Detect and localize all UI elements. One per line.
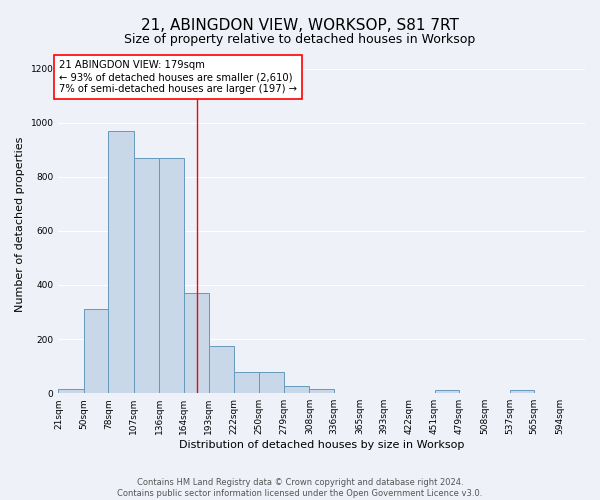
Bar: [234, 372, 259, 393]
Text: Size of property relative to detached houses in Worksop: Size of property relative to detached ho…: [124, 32, 476, 46]
Bar: [184, 293, 209, 393]
Bar: [284, 386, 310, 393]
Bar: [259, 372, 284, 393]
Bar: [434, 390, 459, 393]
Bar: [209, 346, 234, 393]
Bar: [510, 390, 534, 393]
Text: 21, ABINGDON VIEW, WORKSOP, S81 7RT: 21, ABINGDON VIEW, WORKSOP, S81 7RT: [141, 18, 459, 32]
Bar: [58, 389, 84, 393]
Y-axis label: Number of detached properties: Number of detached properties: [15, 136, 25, 312]
Bar: [134, 158, 159, 393]
Bar: [108, 131, 134, 393]
Text: 21 ABINGDON VIEW: 179sqm
← 93% of detached houses are smaller (2,610)
7% of semi: 21 ABINGDON VIEW: 179sqm ← 93% of detach…: [59, 60, 297, 94]
Bar: [159, 158, 184, 393]
X-axis label: Distribution of detached houses by size in Worksop: Distribution of detached houses by size …: [179, 440, 464, 450]
Bar: [84, 310, 108, 393]
Text: Contains HM Land Registry data © Crown copyright and database right 2024.
Contai: Contains HM Land Registry data © Crown c…: [118, 478, 482, 498]
Bar: [310, 389, 334, 393]
